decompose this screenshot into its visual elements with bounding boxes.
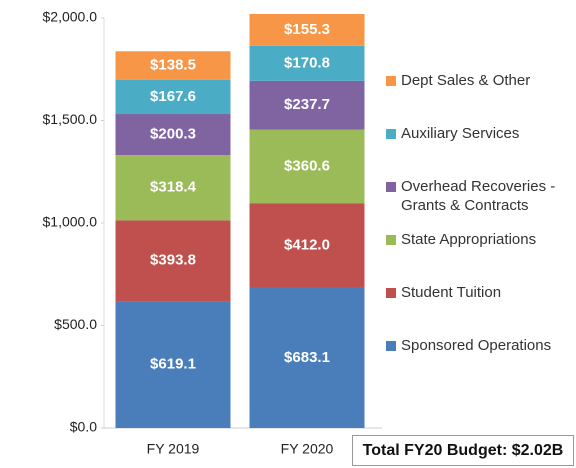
bar-segment <box>115 51 231 80</box>
legend-item: State Appropriations <box>386 230 571 249</box>
bar-segment <box>249 287 365 428</box>
bar-segment <box>249 80 365 130</box>
legend-swatch <box>386 129 396 139</box>
legend-swatch <box>386 341 396 351</box>
bar-segment <box>249 45 365 81</box>
value-label: $412.0 <box>284 237 330 254</box>
bar-segment <box>249 203 365 288</box>
legend-swatch <box>386 288 396 298</box>
value-label: $170.8 <box>284 54 330 71</box>
value-label: $167.6 <box>150 88 196 105</box>
legend-label: State Appropriations <box>401 231 537 248</box>
legend-swatch <box>386 76 396 86</box>
value-label: $138.5 <box>150 56 196 73</box>
legend-swatch <box>386 235 396 245</box>
bar-segment <box>115 155 231 221</box>
bar-segment <box>249 14 365 46</box>
y-tick-label: $1,000.0 <box>43 214 98 230</box>
y-tick-label: $0.0 <box>70 419 97 435</box>
bar-segment <box>115 114 231 156</box>
legend-item: Auxiliary Services <box>386 124 571 143</box>
legend-item: Dept Sales & Other <box>386 71 571 90</box>
bar-segment <box>249 129 365 204</box>
legend-label: Dept Sales & Other <box>401 72 531 89</box>
legend-label: Auxiliary Services <box>401 125 520 142</box>
value-label: $393.8 <box>150 252 196 269</box>
value-label: $237.7 <box>284 96 330 113</box>
annotation: Total FY20 Budget: $2.02B <box>352 435 574 466</box>
legend-label: Student Tuition <box>401 284 502 301</box>
value-label: $200.3 <box>150 126 196 143</box>
bar-segment <box>115 79 231 115</box>
value-label: $155.3 <box>284 21 330 38</box>
legend-label: Sponsored Operations <box>401 337 552 354</box>
legend-item: Sponsored Operations <box>386 336 571 355</box>
y-tick-label: $2,000.0 <box>43 9 98 25</box>
value-label: $360.6 <box>284 158 330 175</box>
x-tick-label: FY 2019 <box>147 441 200 457</box>
legend-item: Overhead Recoveries - Grants & Contracts <box>386 177 571 215</box>
legend-item: Student Tuition <box>386 283 571 302</box>
y-tick-label: $500.0 <box>54 316 97 332</box>
legend-label: Overhead Recoveries - Grants & Contracts <box>401 178 556 214</box>
value-label: $683.1 <box>284 349 330 366</box>
legend-swatch <box>386 182 396 192</box>
y-tick-label: $1,500.0 <box>43 111 98 127</box>
x-tick-label: FY 2020 <box>281 441 334 457</box>
value-label: $318.4 <box>150 179 197 196</box>
bar-segment <box>115 220 231 302</box>
value-label: $619.1 <box>150 356 196 373</box>
bar-segment <box>115 301 231 428</box>
